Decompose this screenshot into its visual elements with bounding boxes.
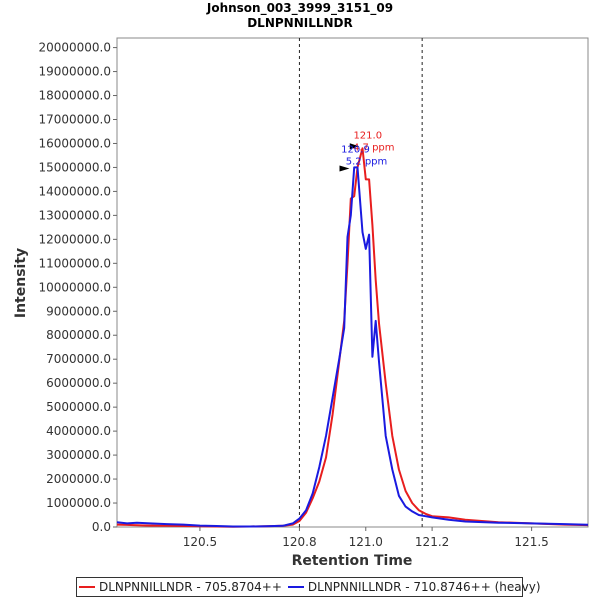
- legend-label-light: DLNPNNILLNDR - 705.8704++: [99, 580, 282, 594]
- y-tick-label: 19000000.0: [38, 65, 111, 79]
- legend-item-heavy: DLNPNNILLNDR - 710.8746++ (heavy): [287, 580, 541, 594]
- y-axis: 0.0 1000000.0 2000000.0 3000000.0 4000000.0 5…: [38, 41, 117, 534]
- legend: DLNPNNILLNDR - 705.8704++ DLNPNNILLNDR -…: [76, 577, 541, 597]
- y-tick-label: 3000000.0: [46, 448, 111, 462]
- plot-area: [116, 37, 589, 528]
- chart-subtitle: DLNPNNILLNDR: [247, 16, 353, 30]
- y-tick-label: 8000000.0: [46, 328, 111, 342]
- legend-label-heavy: DLNPNNILLNDR - 710.8746++ (heavy): [307, 580, 541, 594]
- apex-label-light-rt: 121.0: [353, 130, 382, 141]
- y-tick-label: 9000000.0: [46, 304, 111, 318]
- y-tick-label: 7000000.0: [46, 352, 111, 366]
- legend-swatch-heavy: [287, 586, 304, 588]
- apex-arrow-heavy: [339, 165, 350, 172]
- y-tick-label: 0.0: [92, 520, 111, 534]
- y-tick-label: 12000000.0: [38, 232, 111, 246]
- y-tick-label: 4000000.0: [46, 424, 111, 438]
- apex-label-heavy-ppm: 5.2 ppm: [346, 156, 388, 167]
- series-layer: [116, 147, 589, 528]
- series-line-heavy: [116, 166, 589, 528]
- y-tick-label: 20000000.0: [38, 41, 111, 55]
- x-axis: 120.5 120.8 121.0 121.2 121.5: [183, 527, 549, 549]
- y-tick-label: 13000000.0: [38, 208, 111, 222]
- y-tick-label: 16000000.0: [38, 136, 111, 150]
- x-tick-label: 121.0: [349, 535, 383, 549]
- legend-swatch-light: [79, 586, 95, 588]
- y-tick-label: 15000000.0: [38, 160, 111, 174]
- x-tick-label: 121.2: [415, 535, 449, 549]
- y-axis-label: Intensity: [13, 248, 29, 318]
- chart-title: Johnson_003_3999_3151_09: [206, 1, 393, 16]
- apex-label-heavy-rt: 120.9: [341, 144, 370, 155]
- y-tick-label: 2000000.0: [46, 472, 111, 486]
- y-tick-label: 5000000.0: [46, 400, 111, 414]
- y-tick-label: 6000000.0: [46, 376, 111, 390]
- x-tick-label: 120.5: [183, 535, 217, 549]
- y-tick-label: 11000000.0: [38, 256, 111, 270]
- y-tick-label: 18000000.0: [38, 89, 111, 103]
- y-tick-label: 10000000.0: [38, 280, 111, 294]
- y-tick-label: 14000000.0: [38, 184, 111, 198]
- x-tick-label: 120.8: [282, 535, 316, 549]
- x-axis-label: Retention Time: [292, 553, 413, 569]
- apex-arrow-light: [349, 143, 359, 150]
- y-tick-label: 1000000.0: [46, 496, 111, 510]
- legend-item-light: DLNPNNILLNDR - 705.8704++: [79, 580, 282, 594]
- x-tick-label: 121.5: [514, 535, 548, 549]
- y-tick-label: 17000000.0: [38, 113, 111, 127]
- apex-label-light-ppm: 4.7 ppm: [353, 142, 395, 153]
